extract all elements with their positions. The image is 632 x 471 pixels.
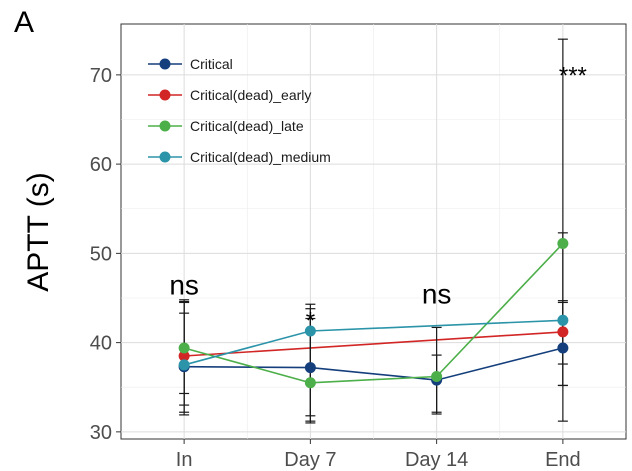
x-tick-label: Day 14 — [405, 449, 468, 471]
legend-label: Critical — [190, 56, 233, 72]
annotation-label: *** — [559, 62, 587, 89]
data-point — [178, 342, 190, 354]
legend-key-point — [159, 89, 171, 101]
data-point — [178, 350, 190, 362]
legend-key-point — [159, 120, 171, 132]
annotation-label: ns — [169, 269, 199, 300]
y-axis-label: APTT (s) — [22, 172, 55, 291]
x-tick-label: End — [545, 449, 581, 471]
panel-label: A — [14, 6, 34, 39]
data-point — [557, 326, 569, 338]
series-line — [183, 242, 564, 384]
data-points — [178, 238, 569, 389]
data-point — [178, 359, 190, 371]
legend-label: Critical(dead)_early — [190, 87, 311, 103]
legend-key-point — [159, 151, 171, 163]
data-point — [557, 238, 569, 250]
y-tick-label: 50 — [90, 243, 112, 265]
significance-annotations: ns * ns *** — [169, 62, 587, 334]
data-point — [304, 377, 316, 389]
series-line — [184, 347, 564, 381]
annotation-label: * — [306, 308, 315, 335]
axes: 30 40 50 60 70 In Day 7 Day 14 End — [90, 65, 581, 471]
data-point — [557, 314, 569, 326]
y-tick-label: 60 — [90, 154, 112, 176]
data-point — [304, 362, 316, 374]
data-point — [557, 342, 569, 354]
x-tick-label: In — [176, 449, 193, 471]
x-tick-label: Day 7 — [284, 449, 336, 471]
y-tick-label: 30 — [90, 422, 112, 444]
legend-label: Critical(dead)_medium — [190, 149, 331, 165]
legend-label: Critical(dead)_late — [190, 118, 304, 134]
gridlines — [121, 24, 626, 439]
y-tick-label: 70 — [90, 65, 112, 87]
data-point — [304, 325, 316, 337]
series-line — [184, 331, 563, 357]
y-tick-label: 40 — [90, 333, 112, 355]
data-point — [431, 371, 443, 383]
annotation-label: ns — [422, 278, 452, 309]
legend-key-point — [159, 58, 171, 70]
legend: Critical Critical(dead)_early Critical(dea… — [148, 56, 331, 165]
